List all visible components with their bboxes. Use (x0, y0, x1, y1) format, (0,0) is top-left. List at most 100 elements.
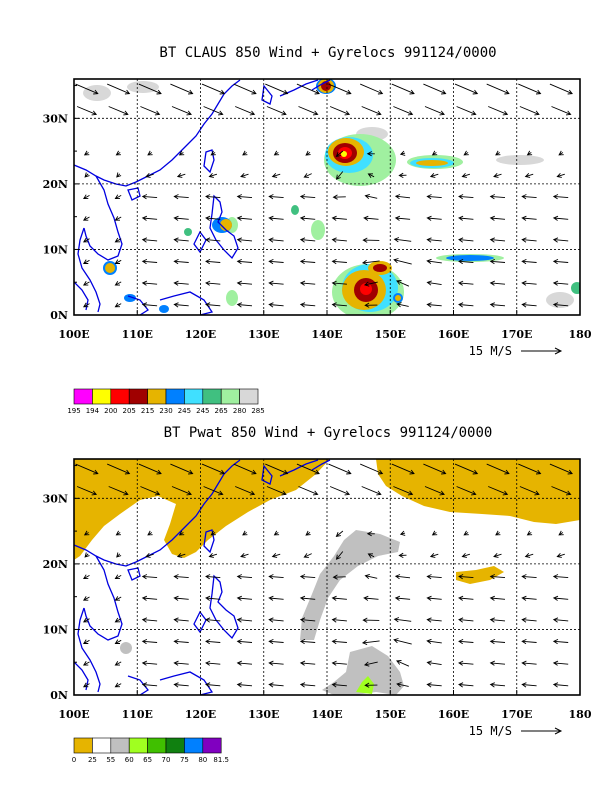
wind-vector (461, 552, 471, 558)
wind-vector (488, 106, 509, 116)
wind-vector (331, 638, 347, 645)
wind-vector (424, 486, 445, 496)
wind-vector (268, 660, 284, 666)
wind-vector (268, 194, 284, 200)
wind-vector (299, 617, 316, 623)
wind-vector (268, 215, 284, 221)
wind-vector (426, 237, 442, 243)
wind-vector (526, 150, 533, 156)
wind-vector (521, 574, 537, 580)
wind-vector (489, 660, 506, 666)
wind-vector (454, 463, 479, 475)
wind-vector (489, 617, 506, 623)
wind-vector (398, 172, 407, 178)
wind-vector (296, 83, 320, 95)
wind-vector (426, 258, 442, 264)
wind-vector (176, 172, 186, 178)
y-tick-label: 20N (43, 178, 68, 191)
wind-vector (458, 574, 474, 580)
wind-vector (268, 638, 284, 645)
wind-vector (114, 574, 122, 580)
wind-vector (268, 574, 284, 580)
wind-vector (114, 194, 122, 200)
wind-vector (205, 595, 221, 601)
wind-vector (551, 106, 572, 116)
x-tick-label: 130E (248, 708, 279, 721)
chart-title: BT CLAUS 850 Wind + Gyrelocs 991124/0000 (159, 45, 496, 61)
wind-vector (426, 660, 442, 666)
wind-vector (138, 463, 162, 475)
wind-vector (240, 172, 249, 178)
wind-vector (173, 237, 189, 243)
wind-vector (210, 530, 216, 536)
wind-vector (114, 661, 122, 666)
wind-vector (489, 194, 506, 200)
cloud-region (291, 205, 299, 215)
wind-vector (141, 574, 158, 580)
colorbar-swatch (202, 737, 222, 754)
colorbar-swatch (128, 737, 148, 754)
wind-vector (114, 281, 122, 286)
colorbar-label: 245 (196, 407, 209, 415)
wind-vector (423, 83, 447, 95)
wind-vector (242, 150, 248, 156)
wind-vector (454, 83, 479, 95)
wind-vector (329, 106, 351, 116)
colorbar-swatch (165, 737, 185, 754)
wind-vector (361, 486, 382, 496)
colorbar-label: 75 (180, 756, 189, 764)
wind-vector (173, 194, 189, 200)
wind-vector (82, 682, 90, 688)
wind-vector (141, 617, 158, 623)
wind-vector (203, 106, 224, 116)
wind-vector (495, 530, 501, 536)
wind-vector (552, 302, 569, 308)
wind-vector (521, 215, 537, 221)
wind-vector (236, 258, 253, 265)
wind-vector (205, 617, 221, 623)
wind-vector (524, 172, 534, 178)
colorbar-label: 205 (123, 407, 136, 415)
wind-vector (173, 302, 189, 308)
coastlines (74, 459, 331, 695)
x-tick-label: 120E (185, 708, 216, 721)
wind-vector (363, 595, 379, 601)
wind-vector (299, 258, 316, 265)
cloud-region (373, 264, 387, 272)
x-tick-label: 150E (375, 328, 406, 341)
colorbar-swatch (92, 737, 112, 754)
wind-vector (141, 280, 158, 286)
wind-vector (488, 486, 509, 496)
cloud-region (124, 294, 136, 302)
x-tick-label: 120E (185, 328, 216, 341)
colorbar-swatch (220, 388, 240, 405)
wind-vector (331, 682, 347, 688)
wind-vector (366, 531, 375, 537)
wind-vector (173, 215, 189, 221)
wind-vector (138, 83, 162, 95)
colorbar-label: 55 (106, 756, 115, 764)
wind-vector (521, 638, 537, 645)
wind-vector (552, 194, 569, 200)
wind-vector (145, 172, 154, 178)
moisture-region (300, 530, 400, 640)
wind-vector (268, 682, 284, 688)
x-tick-label: 170E (501, 328, 532, 341)
wind-vector (332, 574, 346, 580)
wind-vector (429, 172, 439, 178)
wind-vector (114, 682, 122, 688)
wind-vector (170, 463, 194, 475)
wind-vector (331, 617, 347, 623)
colorbar-label: 70 (162, 756, 171, 764)
wind-vector (363, 661, 378, 667)
wind-vector (364, 573, 378, 580)
colorbar-swatch (73, 388, 93, 405)
wind-vector (236, 595, 253, 601)
y-tick-label: 10N (43, 623, 68, 636)
wind-vector (299, 280, 316, 286)
wind-vector (486, 83, 510, 95)
cloud-field (83, 79, 580, 315)
wind-vector (299, 237, 316, 243)
wind-vector (363, 281, 378, 287)
wind-vector (140, 486, 161, 496)
